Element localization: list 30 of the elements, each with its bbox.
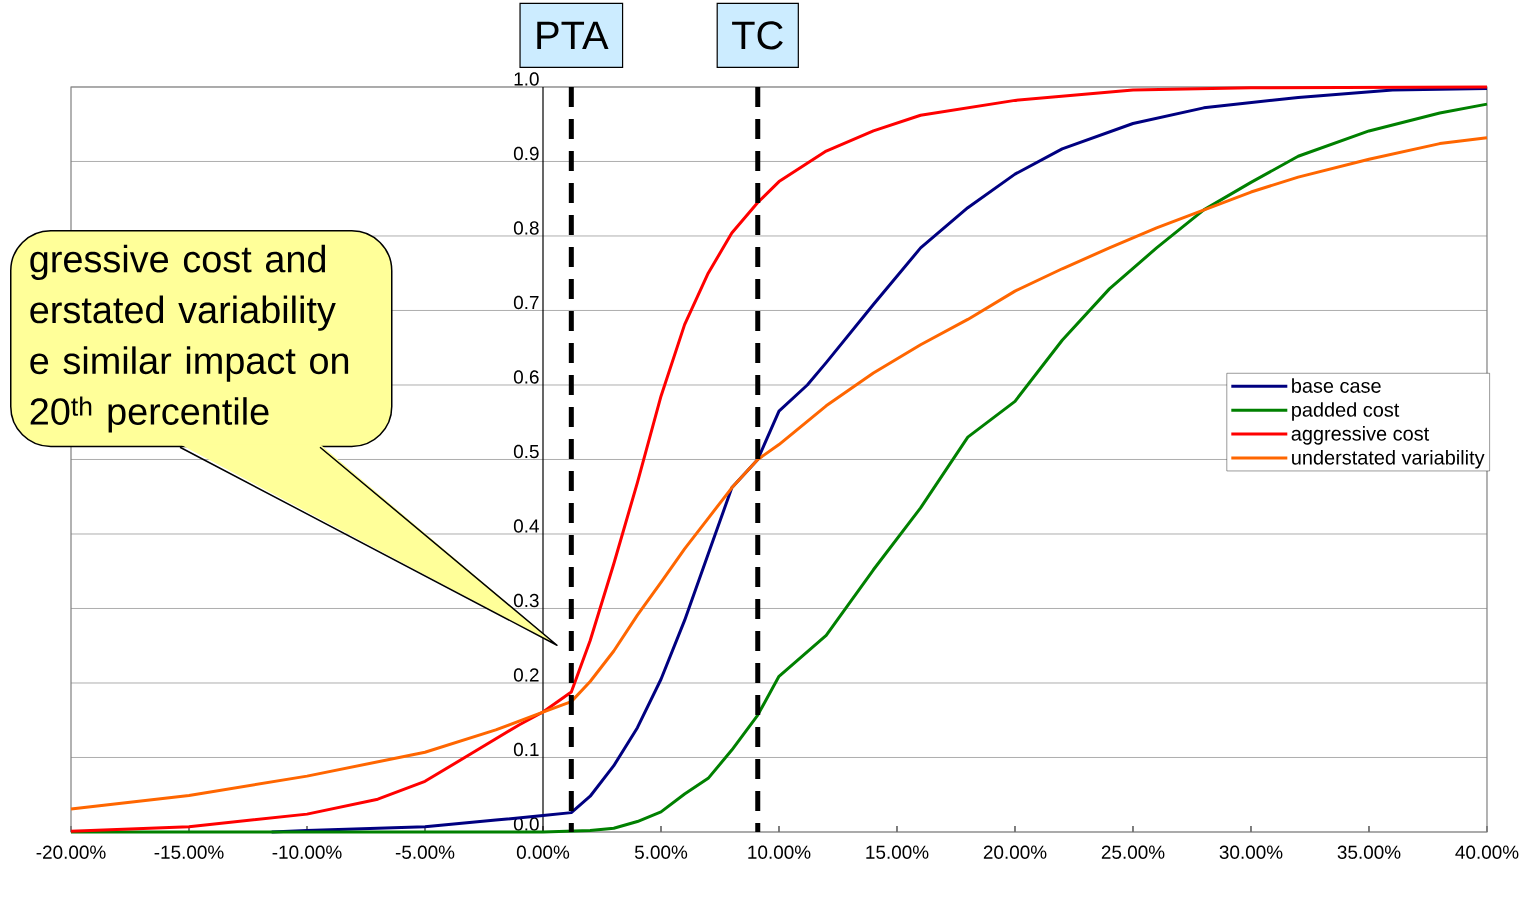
ref-line-label: PTA xyxy=(537,21,609,50)
legend-label: aggressive cost xyxy=(1291,426,1430,445)
y-tick-label: 0.9 xyxy=(513,146,539,161)
y-tick-label: 0.4 xyxy=(513,519,539,533)
x-tick-label: 0.00% xyxy=(516,845,570,859)
y-tick-label: 1.0 xyxy=(514,72,539,86)
x-tick-label: -20.00% xyxy=(36,845,106,859)
x-tick-label: 15.00% xyxy=(866,845,929,859)
x-tick-label: 10.00% xyxy=(748,845,811,859)
y-tick-label: 0.7 xyxy=(513,295,539,310)
x-tick-label: 35.00% xyxy=(1337,845,1401,859)
x-tick-label: 40.00% xyxy=(1455,845,1519,859)
ref-line-label: TC xyxy=(732,21,783,50)
x-tick-label: -5.00% xyxy=(395,845,455,859)
y-tick-label: 0.6 xyxy=(513,370,539,384)
x-tick-label: 20.00% xyxy=(983,845,1047,859)
x-tick-label: 30.00% xyxy=(1219,845,1283,859)
y-tick-label: 0.8 xyxy=(513,221,539,235)
y-tick-label: 0.1 xyxy=(513,742,539,757)
y-tick-label: 0.5 xyxy=(513,444,539,459)
legend-label: base case xyxy=(1292,378,1381,393)
legend-label: understated variability xyxy=(1292,450,1485,469)
y-tick-label: 0.2 xyxy=(513,668,539,682)
y-tick-label: 0.3 xyxy=(513,593,539,608)
legend-label: padded cost xyxy=(1292,402,1400,421)
x-tick-label: 5.00% xyxy=(634,845,688,859)
x-tick-label: -10.00% xyxy=(272,845,342,859)
x-tick-label: -15.00% xyxy=(154,845,224,859)
x-tick-label: 25.00% xyxy=(1101,845,1165,859)
annotation: gressive cost and erstated variability e similar impact on 20$^{th}$ percentile xyxy=(30,244,349,433)
